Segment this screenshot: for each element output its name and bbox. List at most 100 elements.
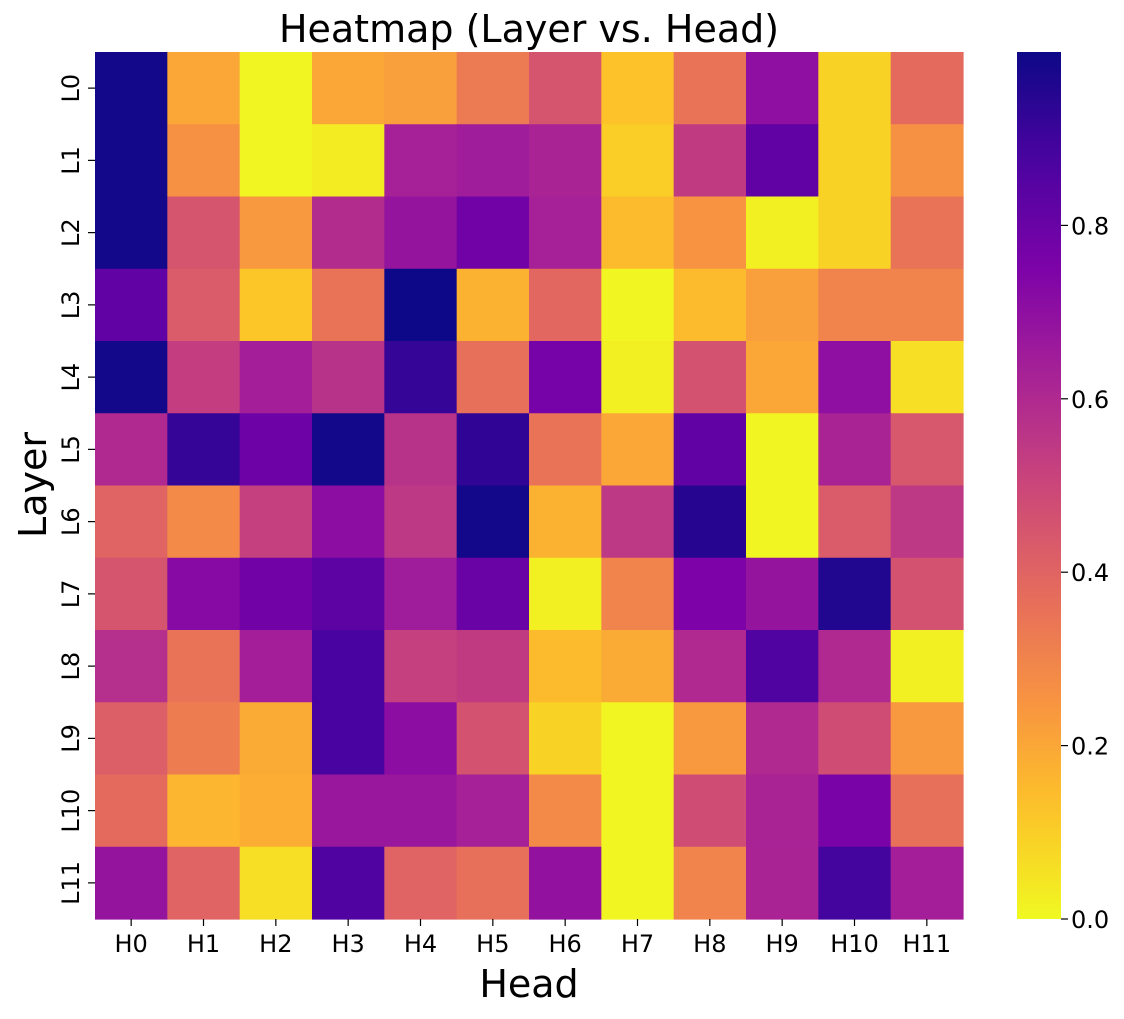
heatmap-cell — [95, 774, 168, 848]
heatmap-cell — [312, 52, 385, 125]
heatmap-cell — [384, 124, 458, 198]
heatmap-cell — [601, 846, 675, 920]
heatmap-cell — [239, 702, 313, 776]
heatmap-cell — [890, 52, 964, 125]
x-tick-label: H0 — [115, 930, 148, 958]
heatmap-cell — [673, 557, 747, 631]
heatmap-cell — [95, 341, 168, 414]
heatmap-cell — [312, 196, 385, 270]
heatmap-cell — [601, 774, 675, 848]
heatmap-cell — [167, 485, 241, 559]
heatmap-cell — [673, 52, 747, 125]
heatmap-cell — [456, 774, 530, 848]
heatmap-cell — [239, 630, 313, 703]
heatmap-cell — [312, 485, 385, 559]
heatmap-cell — [529, 702, 602, 776]
heatmap-cell — [456, 557, 530, 631]
heatmap-cell — [95, 485, 168, 559]
heatmap-cell — [601, 341, 675, 414]
heatmap-cell — [95, 124, 168, 198]
heatmap-cell — [239, 846, 313, 920]
colorbar: 0.0 0.2 0.4 0.6 0.8 — [1017, 52, 1109, 934]
heatmap-cell — [167, 774, 241, 848]
heatmap-cell — [384, 630, 458, 703]
y-axis-label: Layer — [11, 432, 55, 538]
heatmap-cell — [529, 846, 602, 920]
heatmap-cell — [312, 341, 385, 414]
heatmap-cell — [673, 341, 747, 414]
heatmap-cell — [167, 124, 241, 198]
heatmap-cell — [384, 774, 458, 848]
heatmap-cell — [890, 557, 964, 631]
heatmap-cell — [95, 196, 168, 270]
colorbar-gradient — [1017, 52, 1061, 919]
heatmap-cell — [312, 846, 385, 920]
x-tick-label: H3 — [332, 930, 365, 958]
heatmap-cell — [818, 557, 892, 631]
heatmap-cell — [312, 268, 385, 342]
heatmap-cell — [818, 630, 892, 703]
heatmap-cell — [239, 774, 313, 848]
heatmap-cell — [673, 413, 747, 487]
heatmap-cell — [529, 268, 602, 342]
heatmap-cell — [312, 413, 385, 487]
heatmap-cell — [167, 413, 241, 487]
x-axis-ticks: H0 H1 H2 H3 H4 H5 H6 H7 H8 H9 H10 H11 — [115, 919, 951, 958]
heatmap-cell — [456, 702, 530, 776]
heatmap-cell — [818, 341, 892, 414]
heatmap-cell — [167, 52, 241, 125]
colorbar-tick-label: 0.4 — [1071, 559, 1109, 587]
heatmap-cell — [746, 268, 819, 342]
heatmap-cell — [890, 341, 964, 414]
heatmap-cell — [167, 341, 241, 414]
heatmap-cell — [384, 413, 458, 487]
x-tick-label: H5 — [476, 930, 509, 958]
heatmap-cell — [818, 846, 892, 920]
heatmap-cell — [746, 702, 819, 776]
heatmap-cell — [601, 413, 675, 487]
y-tick-label: L1 — [57, 146, 85, 175]
heatmap-cell — [746, 341, 819, 414]
heatmap-cell — [529, 774, 602, 848]
heatmap-cell — [746, 774, 819, 848]
heatmap-cell — [673, 268, 747, 342]
heatmap-cell — [95, 630, 168, 703]
chart-title: Heatmap (Layer vs. Head) — [279, 7, 779, 51]
heatmap-cell — [95, 846, 168, 920]
heatmap-cell — [890, 774, 964, 848]
heatmap-cell — [746, 52, 819, 125]
heatmap-cell — [95, 413, 168, 487]
heatmap-cell — [384, 268, 458, 342]
heatmap-cell — [384, 846, 458, 920]
heatmap-cell — [239, 196, 313, 270]
x-tick-label: H4 — [404, 930, 437, 958]
heatmap-cell — [384, 485, 458, 559]
colorbar-ticks: 0.0 0.2 0.4 0.6 0.8 — [1061, 212, 1109, 934]
heatmap-cell — [167, 630, 241, 703]
heatmap-cell — [384, 52, 458, 125]
heatmap-cell — [239, 557, 313, 631]
heatmap-cell — [673, 485, 747, 559]
y-tick-label: L6 — [57, 507, 85, 536]
heatmap-cell — [529, 413, 602, 487]
heatmap-cell — [239, 413, 313, 487]
y-tick-label: L9 — [57, 724, 85, 753]
y-tick-label: L8 — [57, 652, 85, 681]
heatmap-cell — [601, 702, 675, 776]
heatmap-cell — [890, 196, 964, 270]
heatmap-cell — [384, 557, 458, 631]
heatmap-cell — [384, 196, 458, 270]
heatmap-cell — [818, 413, 892, 487]
heatmap-cell — [601, 485, 675, 559]
heatmap-cell — [673, 124, 747, 198]
heatmap-cell — [456, 846, 530, 920]
heatmap-cell — [529, 341, 602, 414]
heatmap-cell — [673, 846, 747, 920]
heatmap-cell — [456, 52, 530, 125]
heatmap-cell — [312, 124, 385, 198]
y-tick-label: L3 — [57, 291, 85, 320]
heatmap-cell — [890, 630, 964, 703]
heatmap-cell — [95, 52, 168, 125]
